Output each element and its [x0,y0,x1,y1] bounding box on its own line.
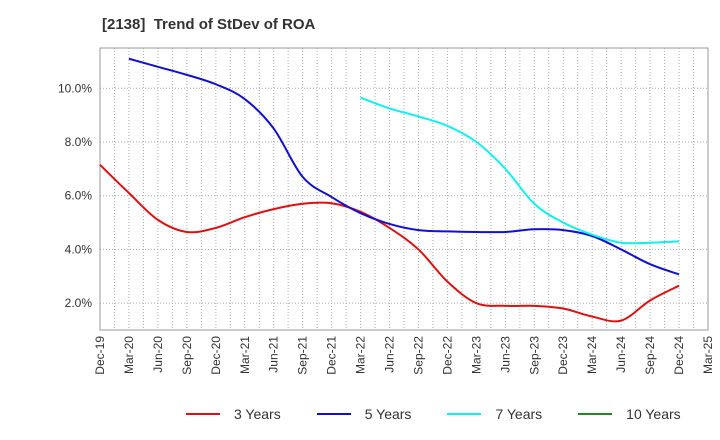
series-line-1 [99,164,680,323]
y-tick-label: 8.0% [65,135,93,149]
legend-item: 5 Years [316,406,412,422]
x-tick-label: Mar-21 [238,336,252,374]
legend-item: 3 Years [186,406,281,422]
x-tick-label: Mar-20 [122,336,136,374]
x-tick-label: Sep-22 [411,336,425,375]
x-tick-label: Dec-20 [209,336,223,375]
grid-lines [99,48,709,330]
x-axis: Dec-19 Mar-20 Jun-20 Sep-20 Dec-20 Mar-21 Jun-… [93,336,715,375]
x-tick-label: Jun-24 [614,336,628,373]
legend-label: 3 Years [234,406,281,422]
x-tick-label: Sep-24 [643,336,657,375]
x-tick-label: Jun-22 [383,336,397,373]
x-tick-label: Dec-22 [440,336,454,375]
legend-label: 7 Years [495,406,543,422]
plot-area-frame [99,47,709,331]
x-tick-label: Dec-23 [556,336,570,375]
legend-swatch [447,413,482,415]
x-tick-label: Mar-22 [354,336,368,374]
x-tick-label: Sep-20 [180,336,194,375]
legend-swatch [578,413,613,415]
x-tick-label: Sep-23 [527,336,541,375]
x-tick-label: Sep-21 [296,336,310,375]
y-tick-label: 10.0% [58,81,92,95]
chart-title: [2138] Trend of StDev of ROA [102,16,316,33]
series-line-2 [128,57,680,276]
series-lines [99,57,680,323]
x-tick-label: Dec-21 [325,336,339,375]
legend-swatch [316,413,351,415]
legend-swatch [186,413,220,415]
legend-item: 7 Years [447,406,542,422]
legend-item: 10 Years [578,406,681,422]
legend-label: 5 Years [364,406,412,422]
x-tick-label: Mar-25 [701,336,715,374]
y-tick-label: 4.0% [65,242,93,256]
x-tick-label: Mar-23 [469,336,483,374]
series-line-3 [360,96,680,245]
y-tick-label: 2.0% [65,296,93,310]
legend: 3 Years 5 Years 7 Years 10 Years [186,406,717,422]
x-tick-label: Jun-20 [151,336,165,373]
y-tick-label: 6.0% [65,189,93,203]
x-tick-label: Dec-19 [93,336,107,375]
x-tick-label: Dec-24 [672,336,686,375]
legend-label: 10 Years [626,406,681,422]
x-tick-label: Jun-21 [267,336,281,373]
x-tick-label: Jun-23 [498,336,512,373]
x-tick-label: Mar-24 [585,336,599,374]
y-axis: 2.0% 4.0% 6.0% 8.0% 10.0% [58,81,92,310]
